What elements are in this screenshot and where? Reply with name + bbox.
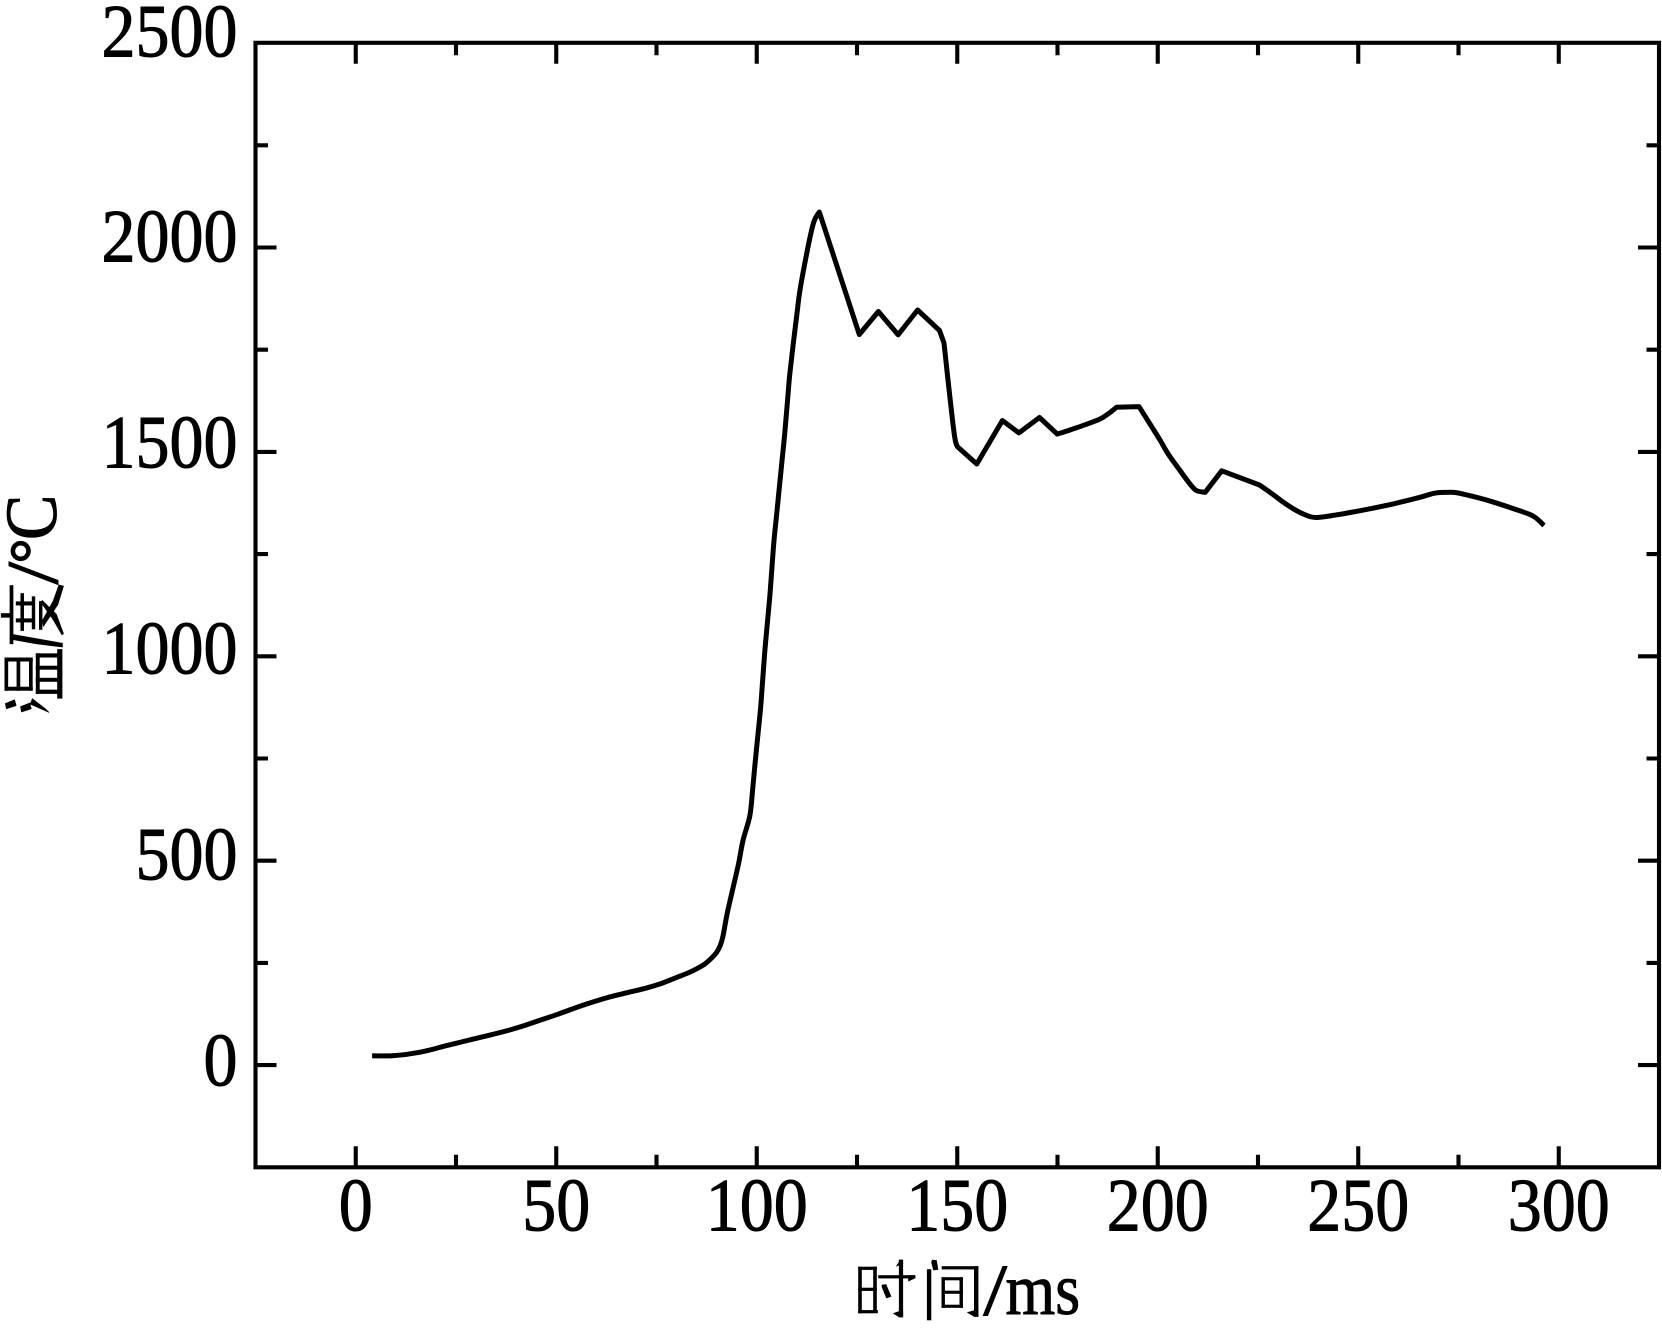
svg-text:1500: 1500 [102,402,238,485]
svg-text:1000: 1000 [102,608,238,691]
svg-text:500: 500 [136,814,238,897]
svg-text:C: C [0,495,73,540]
svg-text:300: 300 [1508,1165,1610,1248]
svg-text:/: / [0,561,74,584]
svg-text:100: 100 [706,1165,808,1248]
svg-text:250: 250 [1307,1165,1409,1248]
svg-text:150: 150 [906,1165,1008,1248]
svg-text:200: 200 [1107,1165,1209,1248]
svg-text:2500: 2500 [102,0,238,73]
svg-text:50: 50 [522,1165,590,1248]
svg-text:ms: ms [1006,1249,1081,1330]
svg-text:2000: 2000 [102,196,238,279]
svg-text:0: 0 [204,1020,238,1103]
svg-text:/: / [983,1250,1008,1331]
svg-text:0: 0 [339,1165,373,1248]
